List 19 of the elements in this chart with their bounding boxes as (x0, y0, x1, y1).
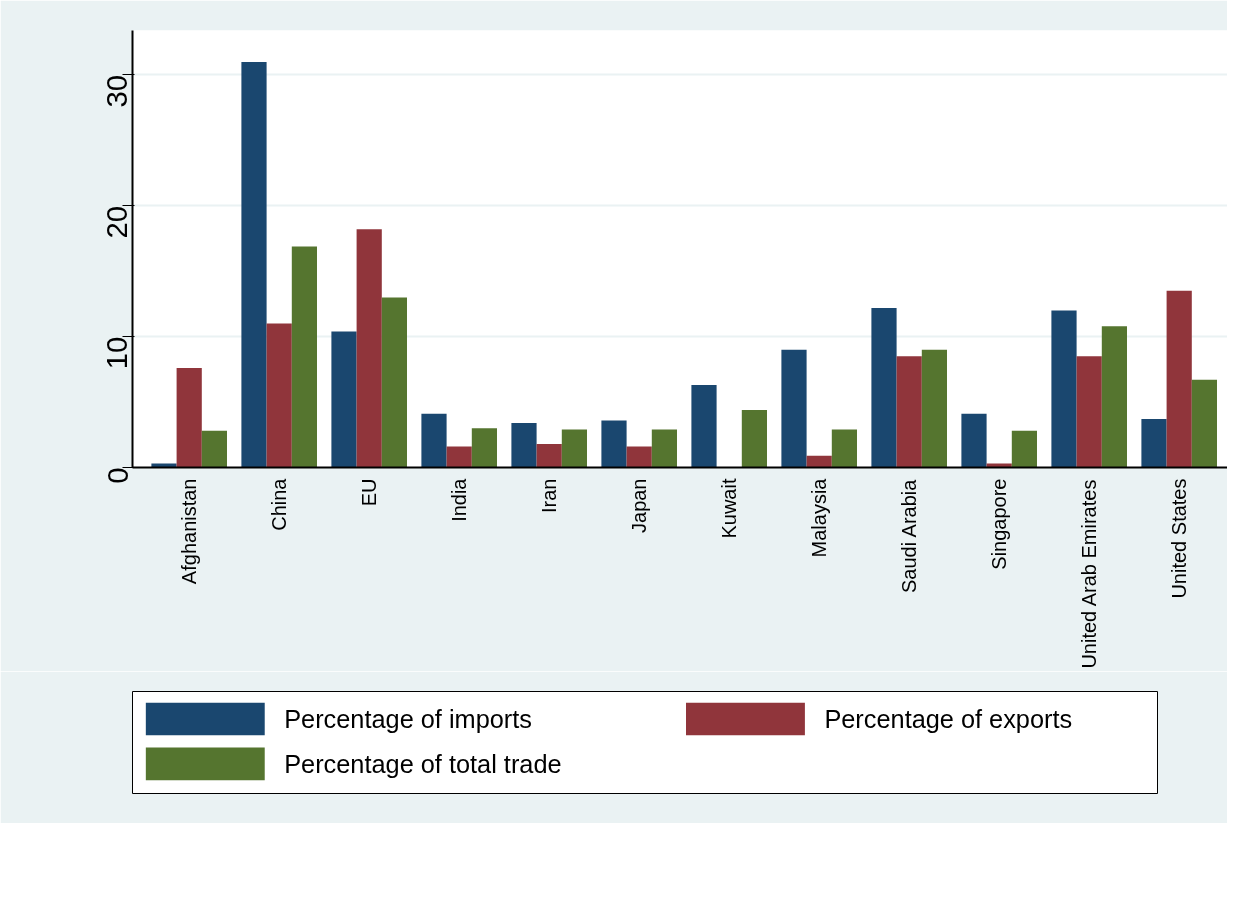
legend-label: Percentage of exports (824, 705, 1073, 734)
x-tick-label: China (268, 477, 291, 531)
x-tick-label: Singapore (988, 478, 1011, 570)
x-tick-label: Japan (628, 478, 651, 533)
x-tick-label: Iran (538, 478, 561, 513)
legend-label: Percentage of imports (284, 705, 532, 734)
x-tick-label: Kuwait (718, 478, 741, 539)
y-tick-label: 20 (100, 205, 134, 239)
x-tick-label: EU (358, 478, 381, 507)
y-tick-label: 30 (100, 74, 134, 108)
x-tick-label: India (448, 477, 471, 522)
x-tick-label: United Arab Emirates (1078, 479, 1101, 669)
legend-label: Percentage of total trade (284, 749, 562, 778)
x-tick-label: Saudi Arabia (898, 478, 921, 594)
x-tick-label: Malaysia (808, 477, 831, 558)
y-tick-label: 0 (100, 467, 134, 484)
y-tick-label: 10 (100, 336, 134, 370)
x-tick-label: United States (1168, 478, 1191, 599)
x-tick-label: Afghanistan (178, 478, 201, 585)
